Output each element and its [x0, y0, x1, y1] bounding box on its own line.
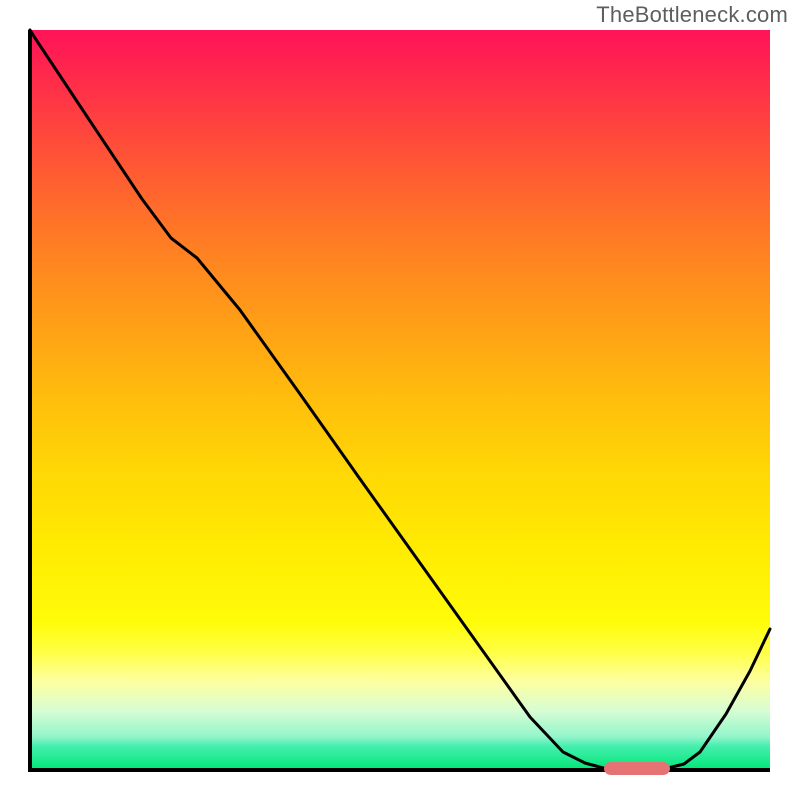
plot-background: [30, 30, 770, 770]
optimum-marker: [604, 762, 670, 775]
watermark-text: TheBottleneck.com: [596, 2, 788, 28]
bottleneck-chart: [0, 0, 800, 800]
chart-frame: TheBottleneck.com: [0, 0, 800, 800]
